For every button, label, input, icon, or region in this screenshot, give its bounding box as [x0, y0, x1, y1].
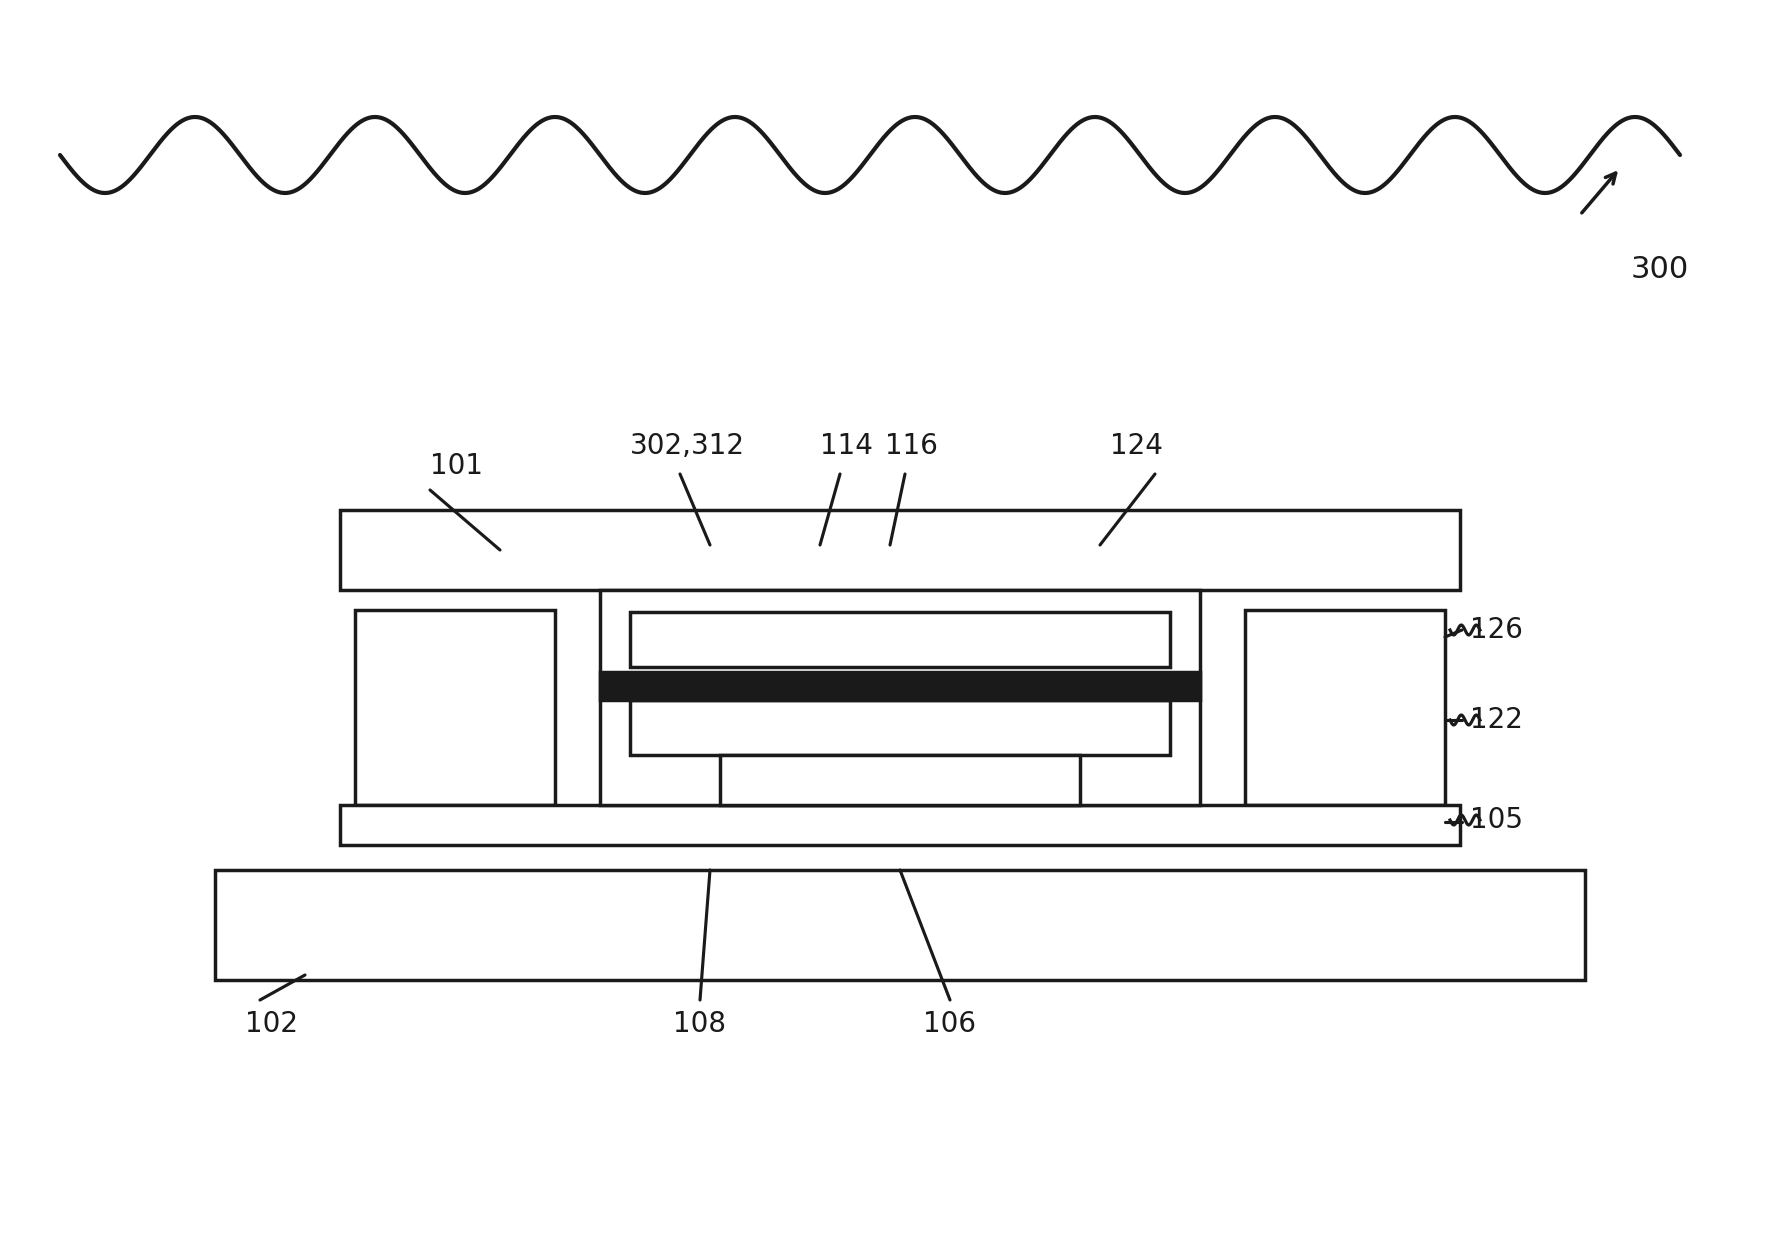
- Bar: [720, 755, 1080, 805]
- Bar: [630, 612, 1171, 666]
- Text: 116: 116: [884, 432, 938, 460]
- Text: 108: 108: [674, 1010, 726, 1037]
- Text: 300: 300: [1631, 254, 1688, 284]
- Bar: [356, 611, 555, 805]
- Bar: [1245, 611, 1445, 805]
- Text: 302,312: 302,312: [630, 432, 745, 460]
- Bar: [600, 671, 1201, 700]
- Bar: [340, 805, 1461, 845]
- Text: 122: 122: [1469, 706, 1523, 733]
- Text: 105: 105: [1469, 805, 1523, 834]
- Text: 124: 124: [1110, 432, 1163, 460]
- Text: 126: 126: [1469, 616, 1523, 644]
- Text: 102: 102: [246, 1010, 299, 1037]
- Text: 106: 106: [923, 1010, 977, 1037]
- Bar: [215, 870, 1585, 980]
- Bar: [630, 700, 1171, 755]
- Bar: [340, 510, 1461, 589]
- Bar: [600, 589, 1201, 805]
- Text: 114: 114: [820, 432, 873, 460]
- Text: 101: 101: [431, 452, 484, 480]
